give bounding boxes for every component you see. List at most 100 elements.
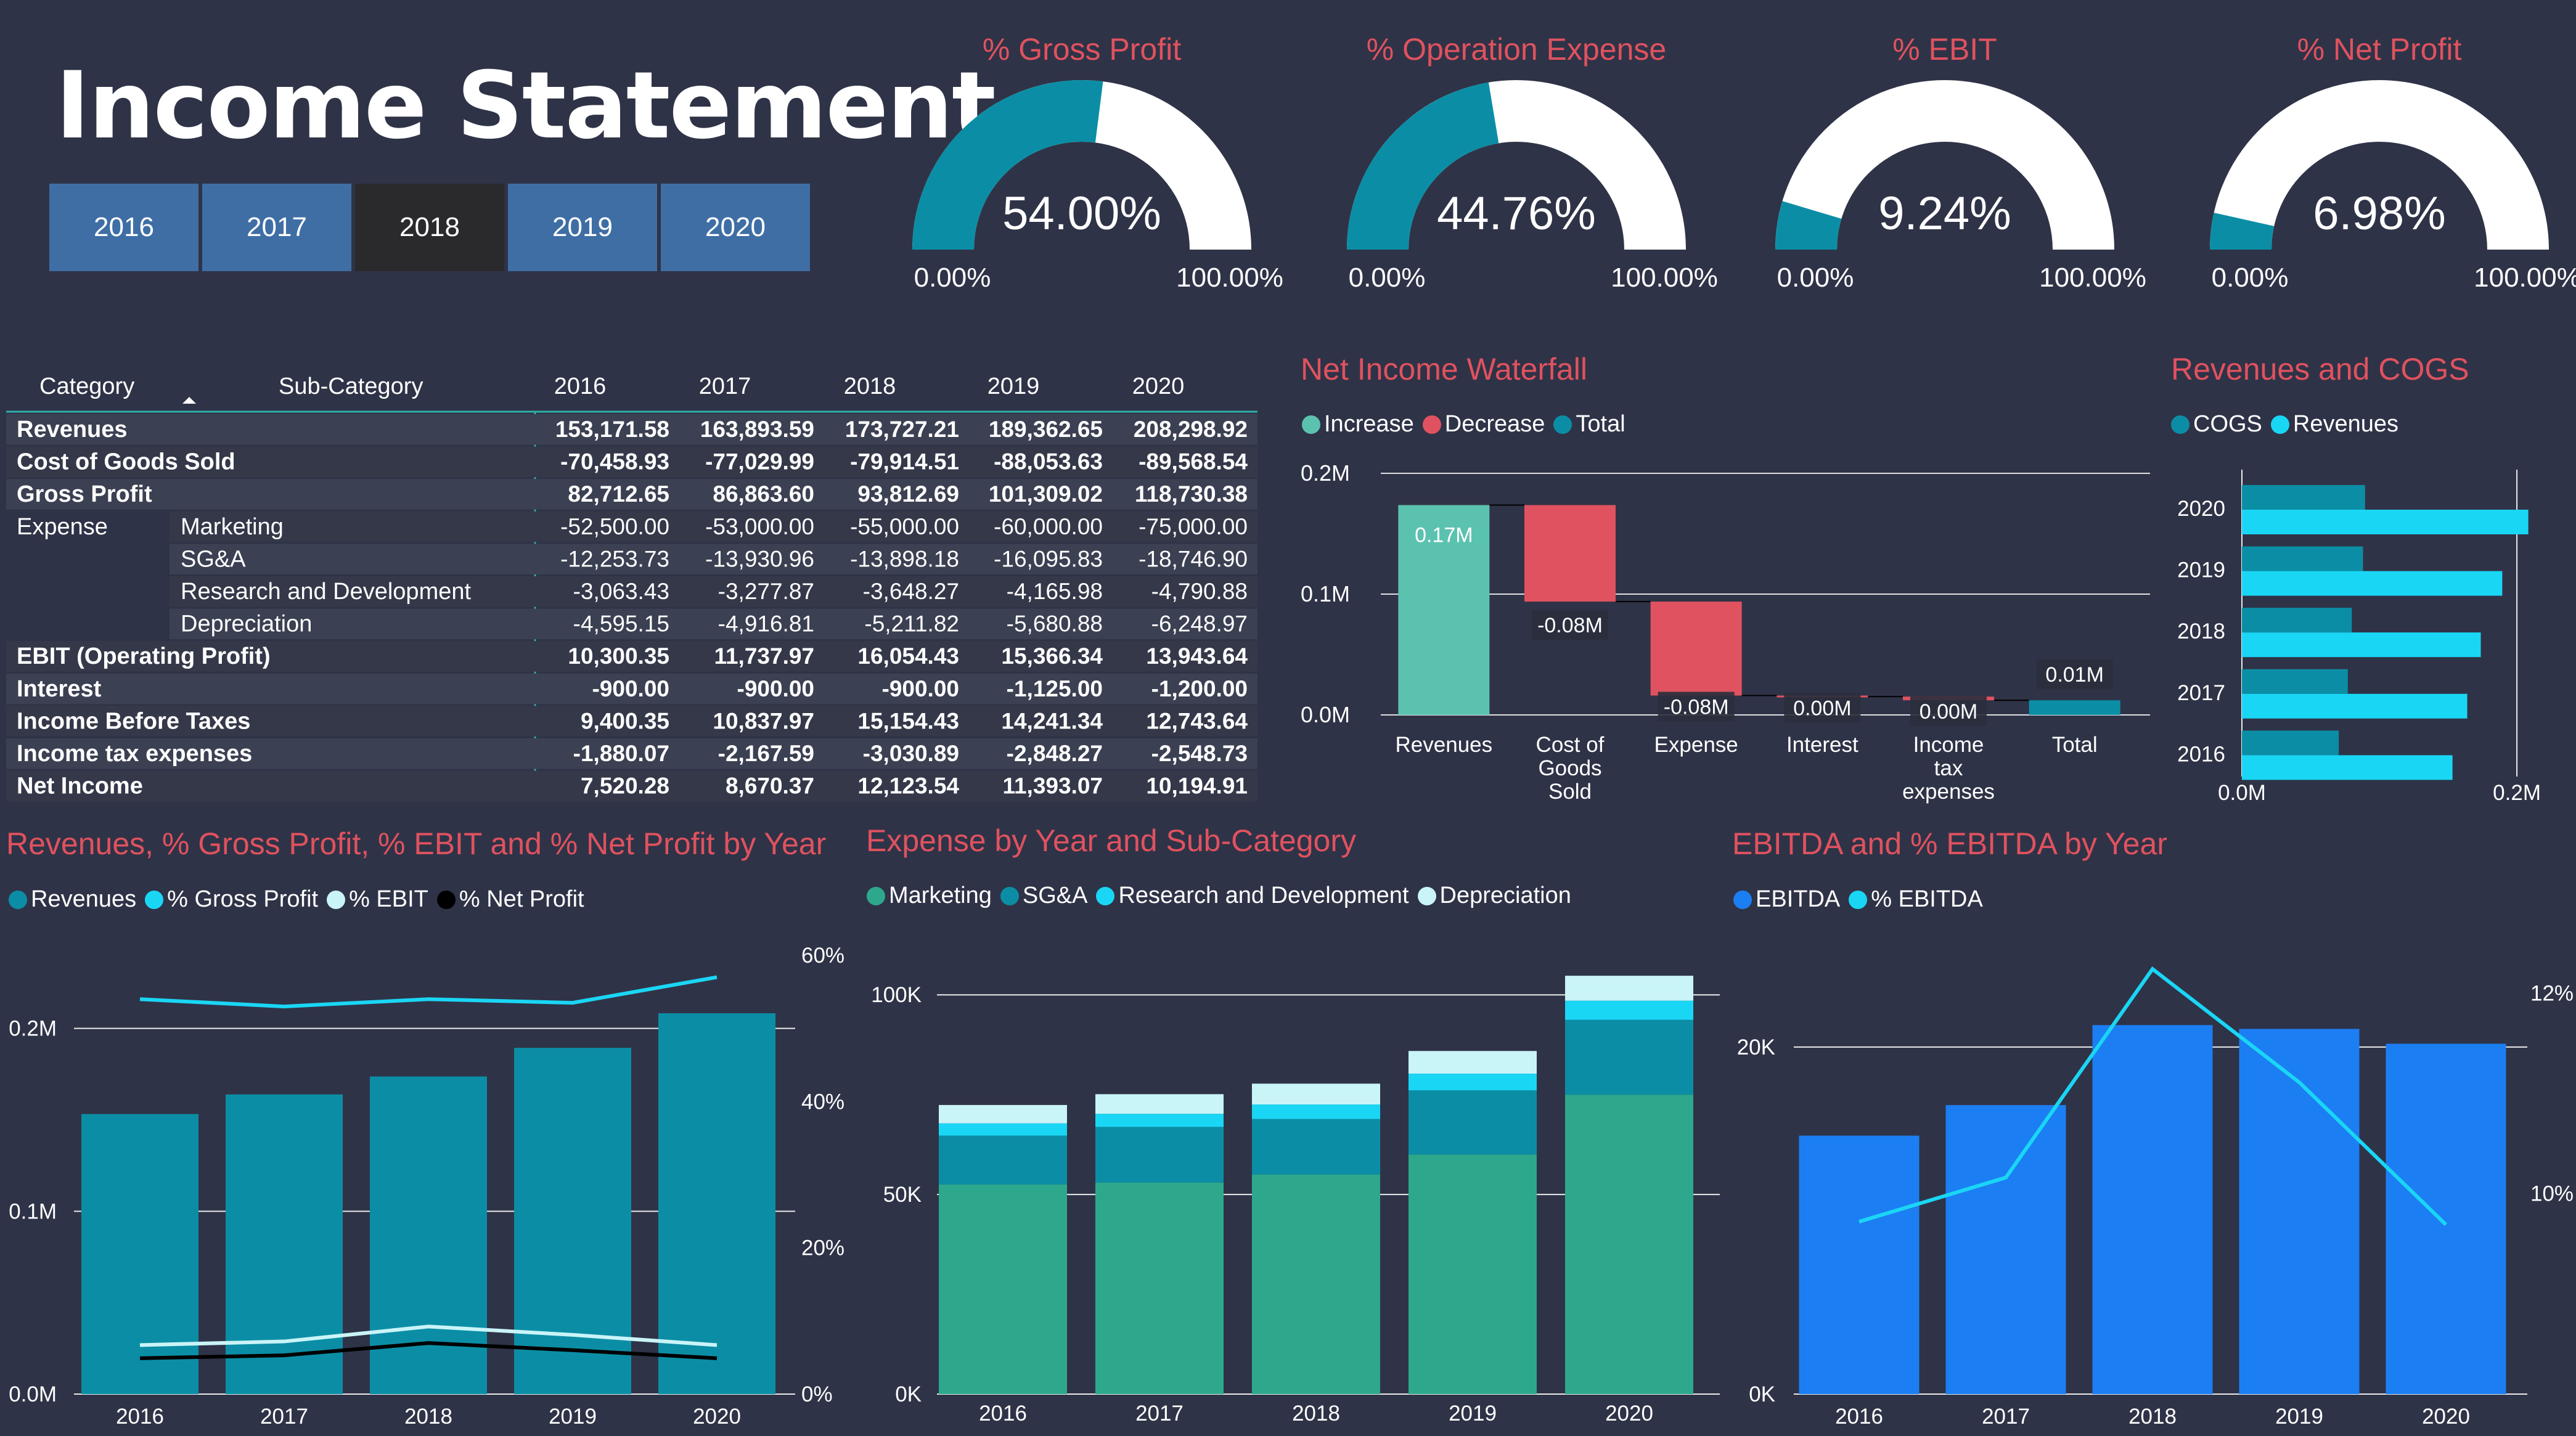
table-cell-value: -88,053.63 <box>994 449 1103 475</box>
bar-cogs <box>2242 608 2352 633</box>
y-tick-label: 0.2M <box>1301 460 1350 486</box>
y-tick-label: 0K <box>895 1382 922 1406</box>
table-cell-value: 153,171.58 <box>555 417 669 442</box>
table-cell-value: 118,730.38 <box>1135 481 1248 507</box>
x-tick-label: 2019 <box>549 1405 597 1429</box>
gauge-min-label: 0.00% <box>914 263 991 293</box>
gauge-min-label: 0.00% <box>2212 263 2289 293</box>
y-tick-label: 0.1M <box>1301 581 1350 606</box>
legend-dot <box>1733 890 1752 909</box>
data-label-bg <box>2036 659 2113 690</box>
table-cell-subcategory: Research and Development <box>181 579 471 605</box>
bar-revenues <box>2242 755 2453 780</box>
y2-tick-label: 10% <box>2530 1182 2574 1206</box>
table-cell-value: -5,680.88 <box>1007 611 1103 637</box>
table-row-bg <box>6 706 1257 736</box>
year-button-2016[interactable]: 2016 <box>49 184 198 271</box>
table-row: Net Income 7,520.28 8,670.37 12,123.54 11,39… <box>6 770 1257 802</box>
year-button-2020[interactable]: 2020 <box>661 184 810 271</box>
legend-label: Decrease <box>1444 411 1545 437</box>
y2-tick-label: 20% <box>801 1236 844 1260</box>
gauge-max-label: 100.00% <box>1611 263 1718 293</box>
x-tick-label: Income <box>1913 733 1984 757</box>
table-header-year: 2019 <box>987 373 1040 399</box>
bar-cogs <box>2242 669 2348 694</box>
y-tick-label: 0.1M <box>9 1199 57 1223</box>
kpi-gauges: % Gross Profit 54.00% 0.00% 100.00% % Operat… <box>912 32 2576 293</box>
legend-item-pct-ebitda: % EBITDA <box>1849 886 1983 913</box>
table-cell-value: -60,000.00 <box>994 514 1103 539</box>
table-cell-value: -77,029.99 <box>705 449 814 475</box>
expense-chart: 0K 50K 100K 2016 2017 2018 2019 2020 <box>871 976 1720 1426</box>
gauge-title: % EBIT <box>1892 32 1997 67</box>
table-cell-value: -12,253.73 <box>560 546 669 571</box>
x-tick-label: 2018 <box>1292 1401 1340 1426</box>
y2-tick-label: 12% <box>2530 981 2574 1005</box>
y-tick-label: 100K <box>871 983 922 1007</box>
table-cell-value: -4,165.98 <box>1007 579 1103 604</box>
table-cell-value: 189,362.65 <box>989 417 1103 442</box>
x-tick-label: Total <box>2052 733 2098 757</box>
gauge-min-label: 0.00% <box>1349 263 1426 293</box>
bar-ebitda <box>2239 1029 2360 1394</box>
line-ebit <box>139 1324 718 1347</box>
table-cell-value: 10,300.35 <box>568 643 669 669</box>
table-cell-value: -18,746.90 <box>1139 546 1248 571</box>
table-row-bg <box>6 414 1257 445</box>
table-cell-value: -52,500.00 <box>560 514 669 539</box>
table-cell-value: 12,123.54 <box>857 773 959 799</box>
y2-tick-label: 40% <box>801 1090 844 1114</box>
x-tick-label: expenses <box>1902 780 1995 804</box>
bar-marketing <box>1252 1174 1380 1394</box>
legend-label: Total <box>1576 411 1625 437</box>
legend-dot <box>1417 886 1436 905</box>
gauge-fill <box>2210 213 2275 251</box>
table-row: EBIT (Operating Profit) 10,300.35 11,737.9… <box>6 641 1257 672</box>
x-tick-label: 2019 <box>2275 1405 2323 1429</box>
revenue-pct-title: Revenues, % Gross Profit, % EBIT and % N… <box>6 826 827 861</box>
table-cell-value: -5,211.82 <box>864 611 959 637</box>
table-cell-category: Net Income <box>17 773 143 799</box>
table-cell-value: -4,916.81 <box>718 611 814 637</box>
legend-item-gross-profit: % Gross Profit <box>145 886 318 913</box>
data-label: 0.00M <box>1920 700 1978 724</box>
bar-revenues <box>370 1076 487 1394</box>
table-cell-value: -1,880.07 <box>573 741 669 766</box>
ebitda-title: EBITDA and % EBITDA by Year <box>1732 826 2167 861</box>
table-cell-value: 163,893.59 <box>700 417 814 442</box>
table-row: Expense Marketing -52,500.00 -53,000.00 -55,… <box>17 511 1257 542</box>
table-cell-category: Interest <box>17 676 102 702</box>
bar-revenues <box>226 1094 343 1394</box>
table-row: Income Before Taxes 9,400.35 10,837.97 15,1… <box>6 706 1257 736</box>
gauge-fill <box>912 80 1103 251</box>
legend-item-cogs: COGS <box>2171 411 2262 438</box>
table-cell-value: -13,930.96 <box>705 546 814 571</box>
table-cell-category: Cost of Goods Sold <box>17 449 235 475</box>
x-tick-label: 0.0M <box>2218 781 2266 805</box>
table-header-year: 2018 <box>844 373 896 399</box>
line-netprofit <box>139 1341 718 1360</box>
x-tick-label: 2016 <box>1835 1405 1883 1429</box>
table-cell-value: 9,400.35 <box>581 708 669 733</box>
bar-sga <box>1565 1019 1693 1095</box>
legend-dot <box>436 890 456 909</box>
table-cell-value: -1,125.00 <box>1007 676 1103 701</box>
year-button-2017[interactable]: 2017 <box>202 184 351 271</box>
table-cell-value: 10,194.91 <box>1146 773 1248 799</box>
year-button-2019[interactable]: 2019 <box>508 184 657 271</box>
table-cell-value: -3,648.27 <box>863 579 959 604</box>
table-cell-value: -2,548.73 <box>1151 741 1248 766</box>
bar-marketing <box>1095 1182 1224 1394</box>
table-row-bg <box>170 544 1257 574</box>
y-tick-label: 0.0M <box>9 1382 57 1406</box>
year-button-2018[interactable]: 2018 <box>355 184 504 271</box>
data-label: 0.00M <box>1793 696 1852 720</box>
table-cell-value: -3,277.87 <box>718 579 814 604</box>
table-cell-value: 7,520.28 <box>581 773 669 799</box>
gauge-value: 54.00% <box>1002 187 1161 240</box>
legend-dot <box>1553 415 1572 434</box>
gauge-value: 9.24% <box>1878 187 2011 240</box>
y2-tick-label: 0% <box>801 1382 833 1406</box>
gauge-title: % Gross Profit <box>983 32 1181 67</box>
income-statement-table: Category Sub-Category 2016 2017 2018 2019 2020… <box>6 373 1257 802</box>
